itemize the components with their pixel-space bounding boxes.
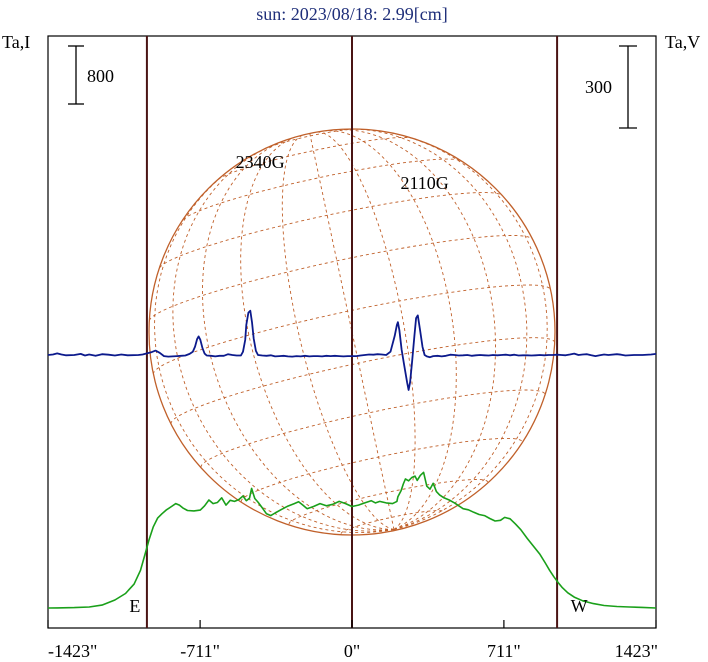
x-axis: -1423" -711" 0" 711" 1423" bbox=[47, 620, 658, 661]
annotation-2110g: 2110G bbox=[400, 173, 448, 193]
grid-line bbox=[317, 131, 416, 530]
chart-title: sun: 2023/08/18: 2.99[cm] bbox=[256, 4, 448, 24]
limb-label-west: W bbox=[571, 596, 588, 616]
grid-line bbox=[217, 137, 413, 180]
left-scale-value: 800 bbox=[87, 66, 114, 86]
right-scale-bar bbox=[619, 45, 637, 129]
grid-line bbox=[159, 192, 502, 269]
right-axis-label: Ta,V bbox=[665, 32, 700, 52]
series-line-intensity bbox=[47, 471, 657, 609]
right-scale-value: 300 bbox=[585, 77, 612, 97]
grid-line bbox=[240, 136, 395, 530]
solar-disk bbox=[148, 128, 556, 536]
grid-line bbox=[154, 165, 395, 534]
heliographic-grid bbox=[148, 128, 556, 534]
x-tick-label: -1423" bbox=[48, 641, 97, 661]
grid-line bbox=[202, 138, 395, 531]
limb-label-east: E bbox=[129, 596, 140, 616]
grid-line bbox=[340, 510, 445, 534]
series-line-polarization bbox=[47, 309, 657, 391]
grid-line bbox=[200, 389, 546, 468]
x-tick-label: 0" bbox=[344, 641, 360, 661]
annotation-2340g: 2340G bbox=[236, 152, 285, 172]
limb-marker-lines bbox=[145, 36, 559, 628]
grid-line bbox=[172, 143, 395, 532]
grid-line bbox=[182, 158, 461, 220]
x-tick-label: 711" bbox=[487, 641, 521, 661]
grid-line bbox=[170, 337, 556, 424]
grid-line bbox=[346, 128, 528, 530]
grid-line bbox=[148, 235, 533, 321]
grid-line bbox=[263, 128, 358, 150]
grid-line bbox=[309, 133, 395, 530]
grid-line bbox=[331, 129, 496, 530]
grid-line bbox=[288, 479, 489, 525]
left-scale-bar bbox=[68, 45, 84, 105]
x-tick-label: -711" bbox=[180, 641, 220, 661]
left-axis-label: Ta,I bbox=[2, 32, 30, 52]
grid-line bbox=[281, 135, 395, 530]
x-tick-label: 1423" bbox=[615, 641, 658, 661]
